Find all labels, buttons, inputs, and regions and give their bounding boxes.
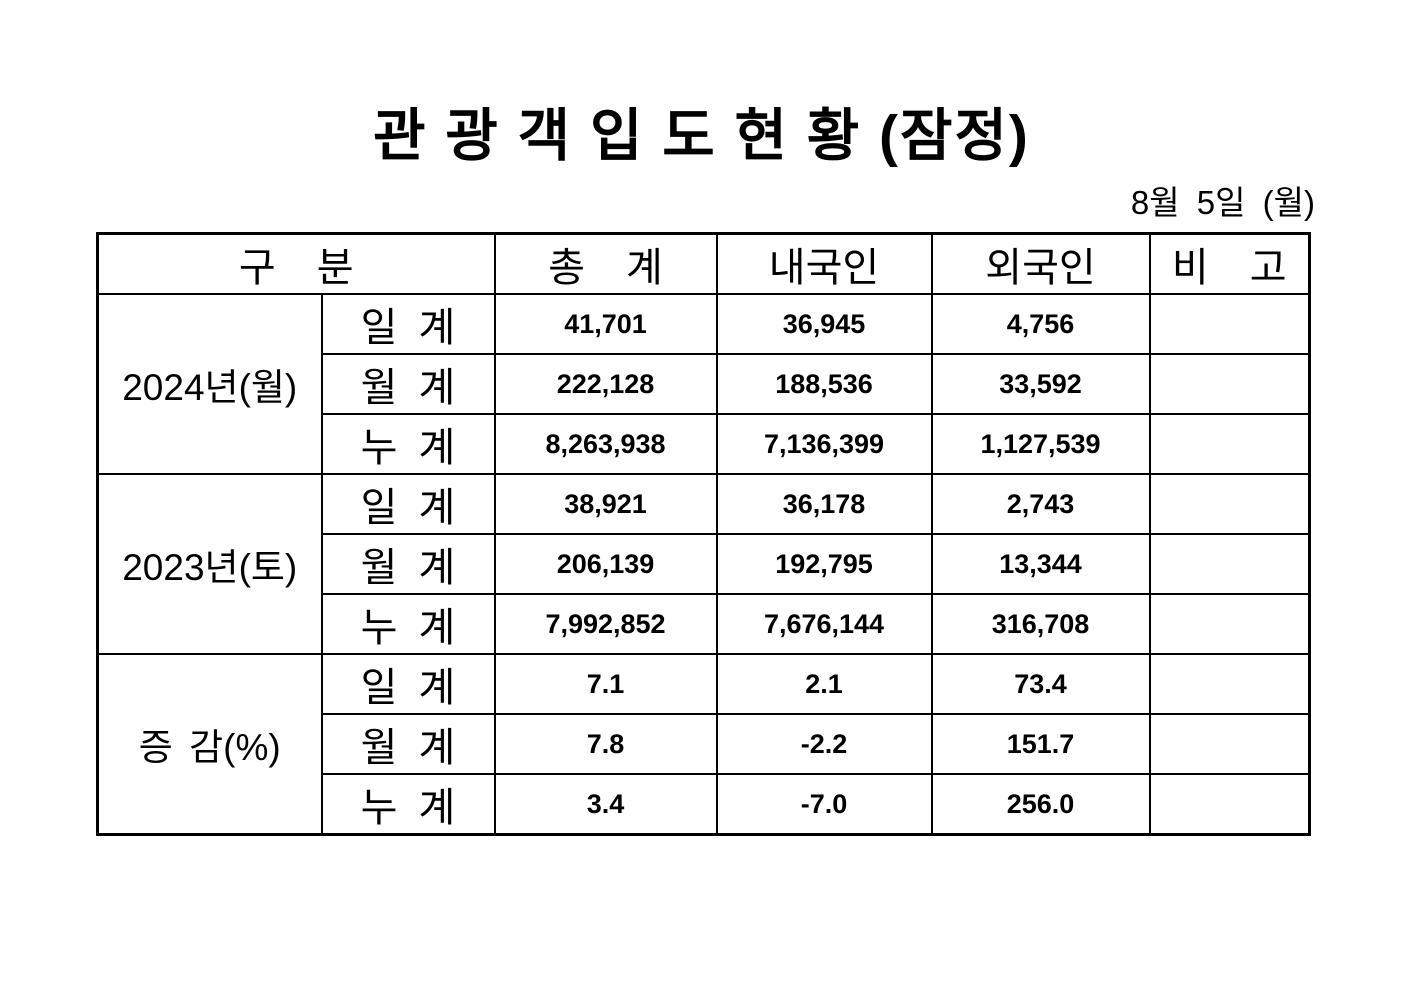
header-category: 구 분: [96, 232, 496, 295]
row-label-monthly: 월 계: [320, 533, 496, 595]
header-row: 구 분 총 계 내국인 외국인 비 고: [96, 232, 1311, 295]
table-row: 월 계 7.8 -2.2 151.7: [98, 713, 1311, 775]
value-foreign: 151.7: [930, 713, 1151, 775]
value-foreign: 33,592: [930, 353, 1151, 415]
value-total: 8,263,938: [493, 413, 718, 475]
note-cell: [1148, 593, 1311, 655]
year-group-2023: 2023년(토): [96, 473, 323, 655]
header-total: 총 계: [493, 232, 718, 295]
value-total: 41,701: [493, 293, 718, 355]
note-cell: [1148, 773, 1311, 836]
year-group-2024: 2024년(월): [96, 293, 323, 475]
value-total: 7.1: [493, 653, 718, 715]
note-cell: [1148, 413, 1311, 475]
value-total: 206,139: [493, 533, 718, 595]
page-title: 관 광 객 입 도 현 황 (잠정): [373, 104, 1030, 168]
table-row: 증 감(%) 일 계 7.1 2.1 73.4: [96, 653, 1311, 836]
value-foreign: 316,708: [930, 593, 1151, 655]
note-cell: [1148, 353, 1311, 415]
year-group-change-pct: 증 감(%): [96, 653, 323, 836]
value-total: 38,921: [493, 473, 718, 535]
value-domestic: -7.0: [715, 773, 933, 836]
row-label-daily: 일 계: [320, 473, 496, 535]
table-row: 월 계 222,128 188,536 33,592: [98, 353, 1311, 415]
value-total: 7,992,852: [493, 593, 718, 655]
value-foreign: 4,756: [930, 293, 1151, 355]
note-cell: [1148, 713, 1311, 775]
value-domestic: -2.2: [715, 713, 933, 775]
table-row: 누 계 3.4 -7.0 256.0: [98, 773, 1311, 836]
row-label-monthly: 월 계: [320, 713, 496, 775]
header-domestic: 내국인: [715, 232, 933, 295]
table-row: 2023년(토) 일 계 38,921 36,178 2,743: [96, 473, 1311, 655]
header-note: 비 고: [1148, 232, 1311, 295]
value-foreign: 2,743: [930, 473, 1151, 535]
report-date: 8월 5일 (월): [1130, 184, 1315, 221]
table-row: 월 계 206,139 192,795 13,344: [98, 533, 1311, 595]
value-domestic: 7,676,144: [715, 593, 933, 655]
table-row: 2024년(월) 일 계 41,701 36,945 4,756: [96, 293, 1311, 475]
note-cell: [1148, 293, 1311, 355]
value-foreign: 13,344: [930, 533, 1151, 595]
value-total: 7.8: [493, 713, 718, 775]
row-label-daily: 일 계: [320, 293, 496, 355]
tourist-arrivals-table: 구 분 총 계 내국인 외국인 비 고 2024년(월) 일 계 41,701 …: [96, 232, 1311, 836]
note-cell: [1148, 533, 1311, 595]
note-cell: [1148, 653, 1311, 715]
table-row: 누 계 8,263,938 7,136,399 1,127,539: [98, 413, 1311, 475]
note-cell: [1148, 473, 1311, 535]
value-total: 3.4: [493, 773, 718, 836]
header-foreign: 외국인: [930, 232, 1151, 295]
value-foreign: 73.4: [930, 653, 1151, 715]
table-row: 누 계 7,992,852 7,676,144 316,708: [98, 593, 1311, 655]
value-domestic: 7,136,399: [715, 413, 933, 475]
value-foreign: 256.0: [930, 773, 1151, 836]
row-label-cumulative: 누 계: [320, 773, 496, 836]
value-domestic: 36,945: [715, 293, 933, 355]
value-domestic: 192,795: [715, 533, 933, 595]
value-domestic: 188,536: [715, 353, 933, 415]
value-domestic: 2.1: [715, 653, 933, 715]
row-label-cumulative: 누 계: [320, 413, 496, 475]
row-label-monthly: 월 계: [320, 353, 496, 415]
value-domestic: 36,178: [715, 473, 933, 535]
value-total: 222,128: [493, 353, 718, 415]
row-label-daily: 일 계: [320, 653, 496, 715]
value-foreign: 1,127,539: [930, 413, 1151, 475]
row-label-cumulative: 누 계: [320, 593, 496, 655]
